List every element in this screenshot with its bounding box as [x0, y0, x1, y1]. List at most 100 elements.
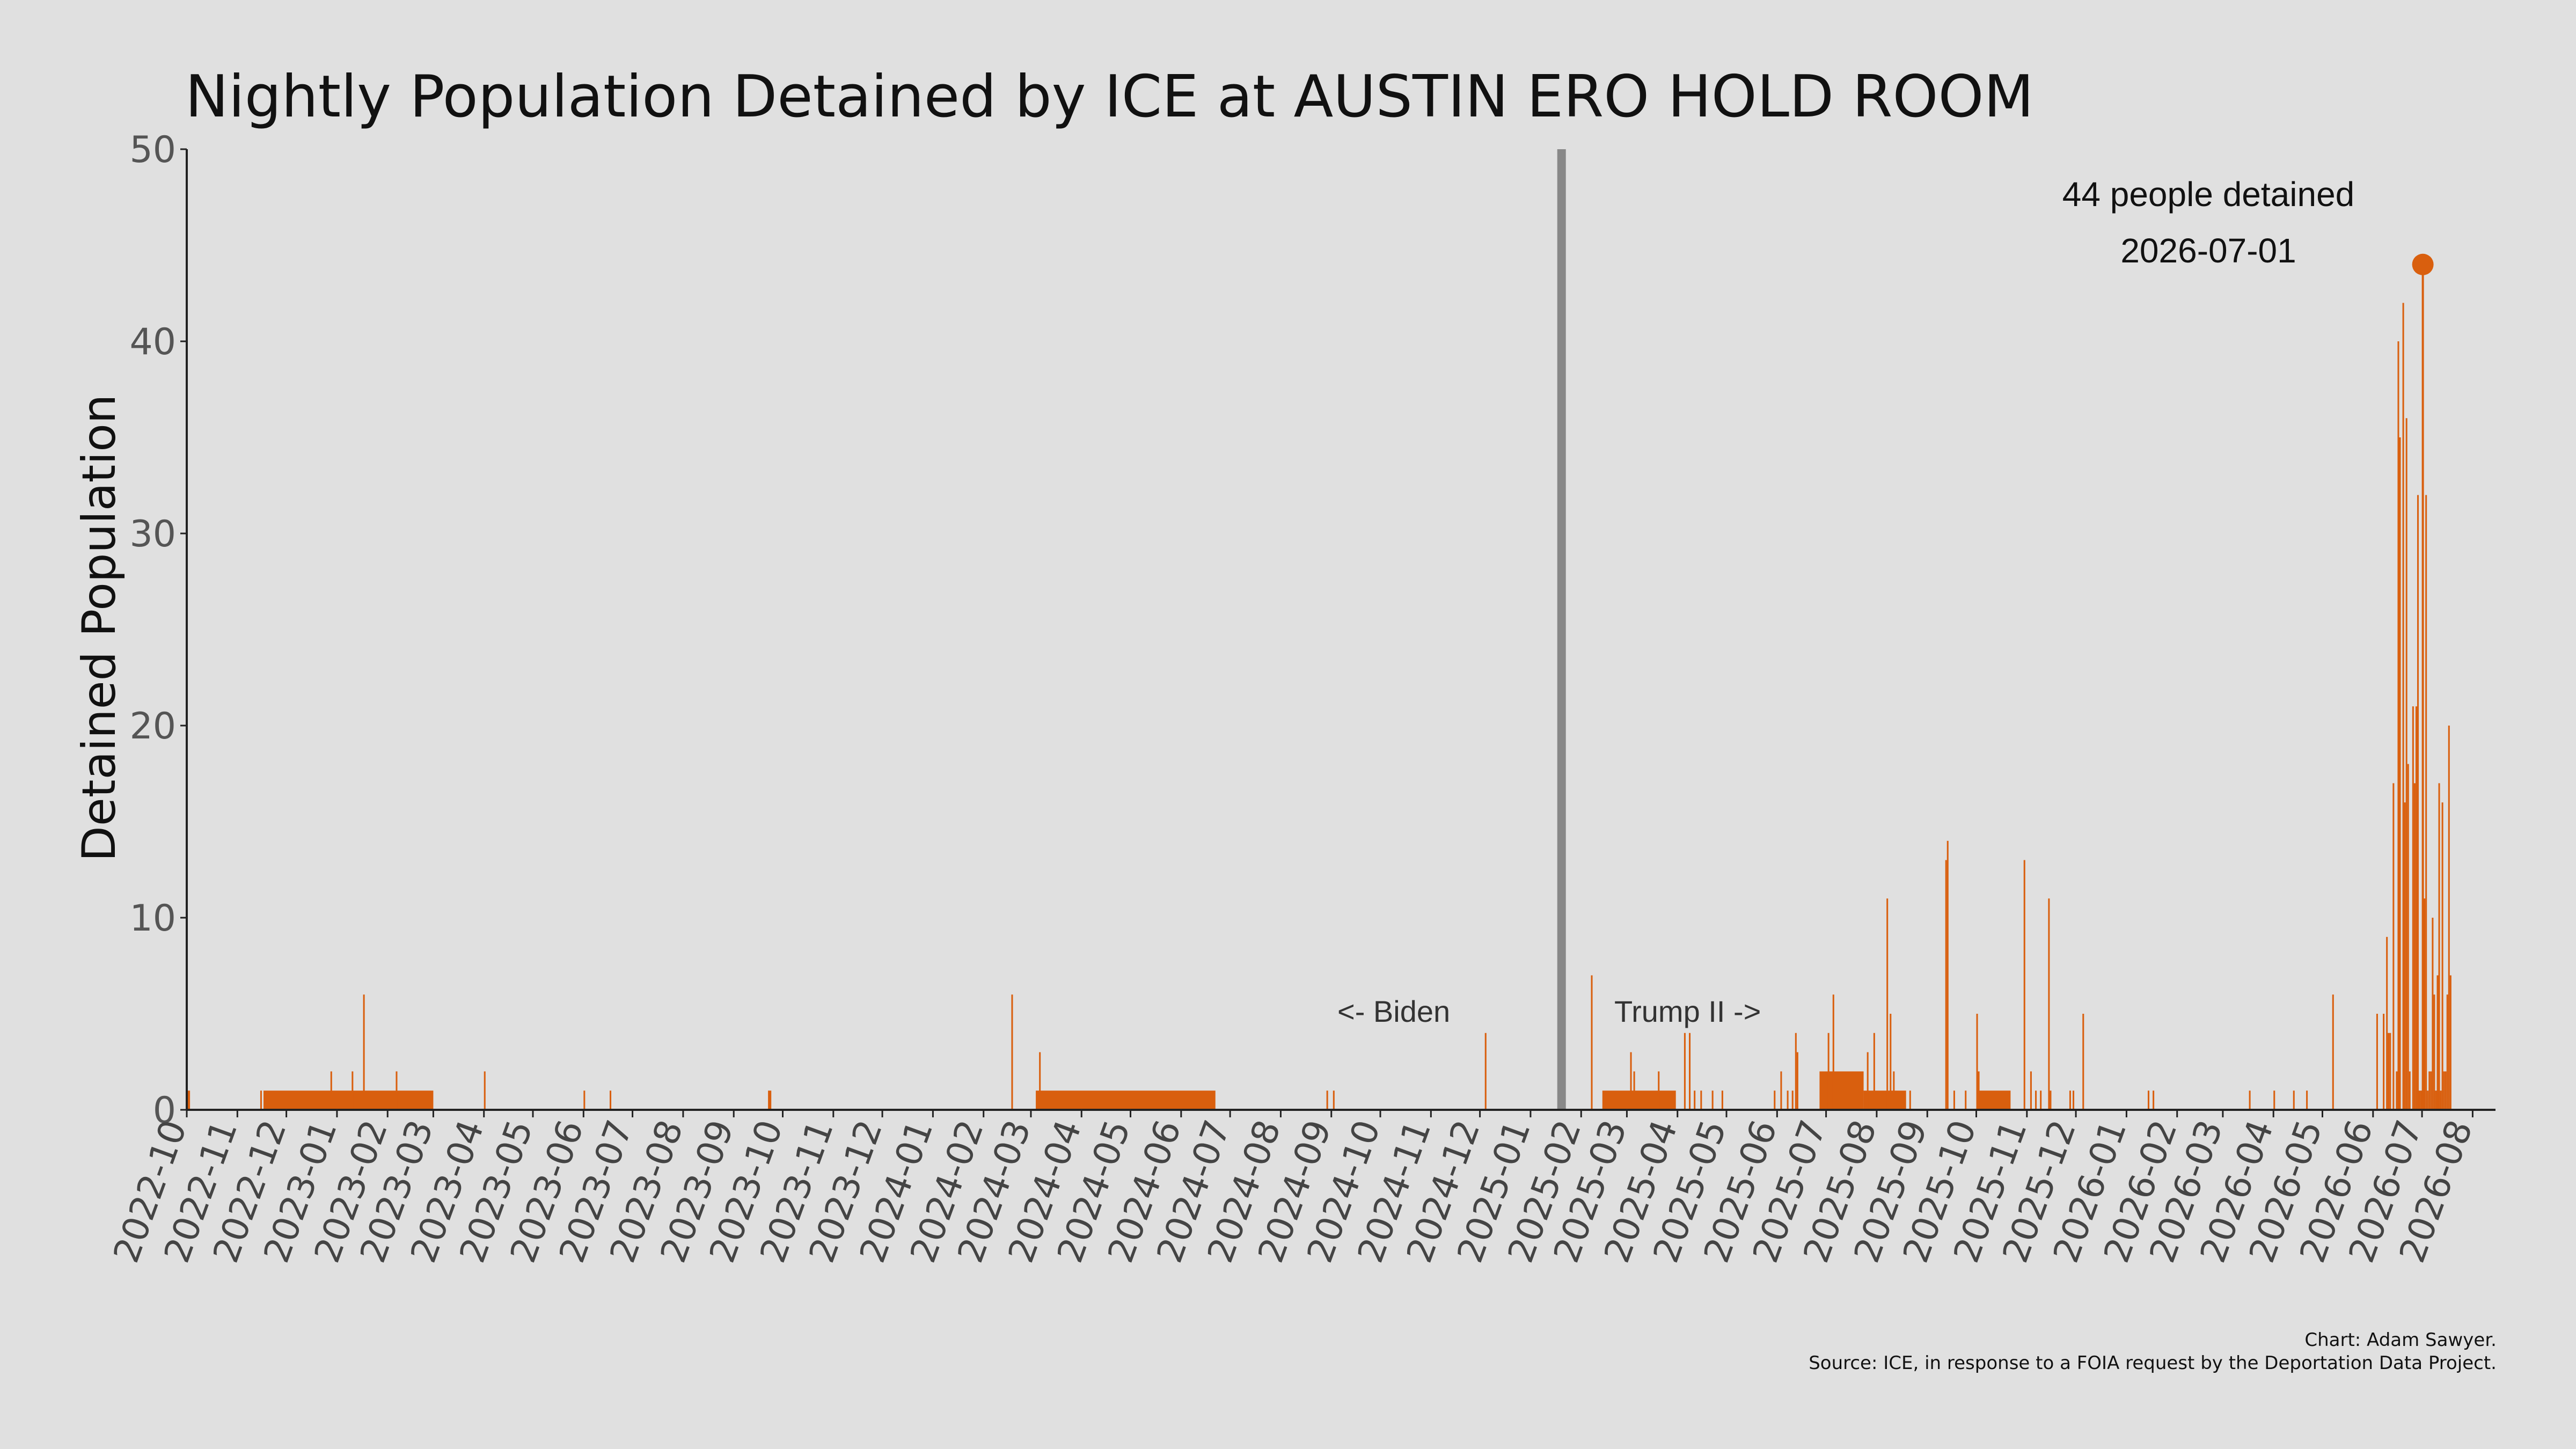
- y-tick-label: 0: [153, 1089, 176, 1132]
- bar: [2404, 802, 2406, 1110]
- bar: [2147, 1091, 2150, 1110]
- bar: [1700, 1091, 1702, 1110]
- bar: [1976, 1014, 1978, 1110]
- bar: [1953, 1091, 1955, 1110]
- bar: [2424, 898, 2426, 1110]
- bar-span: [1602, 1091, 1676, 1110]
- bar: [2153, 1091, 2155, 1110]
- bar: [2440, 1091, 2442, 1110]
- bar: [352, 1071, 354, 1110]
- bar: [2428, 1071, 2431, 1110]
- bar: [1893, 1071, 1895, 1110]
- bar: [1333, 1091, 1335, 1110]
- bar: [484, 1071, 486, 1110]
- bar: [609, 1091, 612, 1110]
- bars-layer: [187, 253, 2451, 1110]
- bar: [2383, 1014, 2385, 1110]
- biden-era-label: <- Biden: [1337, 994, 1451, 1028]
- bar: [2389, 1033, 2391, 1110]
- bar: [1909, 1091, 1911, 1110]
- peak-marker: [2412, 253, 2434, 275]
- caption-source: Source: ICE, in response to a FOIA reque…: [1809, 1352, 2497, 1374]
- bar: [2425, 495, 2427, 1110]
- bar: [1945, 860, 1947, 1110]
- bar: [2386, 936, 2388, 1110]
- bar: [2443, 1071, 2445, 1110]
- bar: [1886, 898, 1889, 1110]
- bar: [2405, 418, 2407, 1110]
- bar: [2035, 1091, 2037, 1110]
- bar: [2419, 1091, 2421, 1110]
- bar: [2420, 1091, 2423, 1110]
- bar: [2073, 1091, 2075, 1110]
- bar: [2407, 764, 2409, 1110]
- bar: [260, 1091, 262, 1110]
- y-tick-label: 40: [129, 321, 176, 363]
- bar: [2396, 1071, 2398, 1110]
- bar: [1795, 1033, 1797, 1110]
- bar: [2402, 303, 2404, 1110]
- bar: [1780, 1071, 1782, 1110]
- bar: [1890, 1014, 1892, 1110]
- bar: [1658, 1071, 1660, 1110]
- bar-span: [187, 1091, 191, 1110]
- bar-span: [1036, 1091, 1216, 1110]
- y-tick-label: 10: [129, 897, 176, 940]
- bar: [1591, 975, 1593, 1110]
- bar: [2048, 898, 2050, 1110]
- bar: [1711, 1091, 1714, 1110]
- bar: [2023, 860, 2025, 1110]
- bar: [2446, 994, 2448, 1110]
- bar: [2399, 437, 2401, 1110]
- bar: [1721, 1091, 1723, 1110]
- bar: [396, 1071, 398, 1110]
- bar: [1630, 1052, 1632, 1110]
- bar: [363, 994, 365, 1110]
- bar: [1684, 1033, 1686, 1110]
- bar: [2392, 783, 2395, 1110]
- bar: [2050, 1091, 2052, 1110]
- bar: [2449, 975, 2451, 1110]
- bar: [2438, 783, 2440, 1110]
- bar: [1867, 1052, 1869, 1110]
- bar: [1011, 994, 1013, 1110]
- peak-annotation-line1: 44 people detained: [2062, 175, 2355, 214]
- bar: [2249, 1091, 2251, 1110]
- bar: [2435, 1091, 2437, 1110]
- trump-era-label: Trump II ->: [1614, 994, 1761, 1028]
- bar: [2412, 706, 2414, 1110]
- bar: [2430, 1071, 2432, 1110]
- bar: [1796, 1052, 1798, 1110]
- bar: [2417, 495, 2419, 1110]
- bar: [2409, 1071, 2411, 1110]
- y-axis-label: Detained Population: [72, 394, 126, 862]
- bar: [2427, 1091, 2429, 1110]
- bar: [2293, 1091, 2295, 1110]
- bar: [1689, 1033, 1691, 1110]
- y-tick-label: 20: [129, 705, 176, 748]
- bar: [2441, 802, 2443, 1110]
- axes-layer: [186, 149, 2496, 1111]
- bar: [2388, 1033, 2390, 1110]
- bar: [2069, 1091, 2071, 1110]
- bar: [2306, 1091, 2308, 1110]
- bar: [1787, 1091, 1789, 1110]
- bar: [2376, 1014, 2378, 1110]
- bar: [2273, 1091, 2275, 1110]
- bar: [2332, 994, 2334, 1110]
- bar: [330, 1071, 332, 1110]
- caption-credit: Chart: Adam Sawyer.: [2304, 1329, 2497, 1351]
- bar: [2413, 783, 2416, 1110]
- y-tick-label: 50: [129, 129, 176, 171]
- bar-span: [768, 1091, 772, 1110]
- bar: [1326, 1091, 1328, 1110]
- bar: [2415, 706, 2417, 1110]
- bar: [1633, 1071, 1635, 1110]
- bar: [2448, 726, 2450, 1110]
- bar-span: [1976, 1091, 2011, 1110]
- bar: [2436, 975, 2439, 1110]
- bar: [1694, 1091, 1696, 1110]
- bar-span: [1819, 1071, 1864, 1110]
- bar: [583, 1091, 586, 1110]
- bar: [2433, 994, 2435, 1110]
